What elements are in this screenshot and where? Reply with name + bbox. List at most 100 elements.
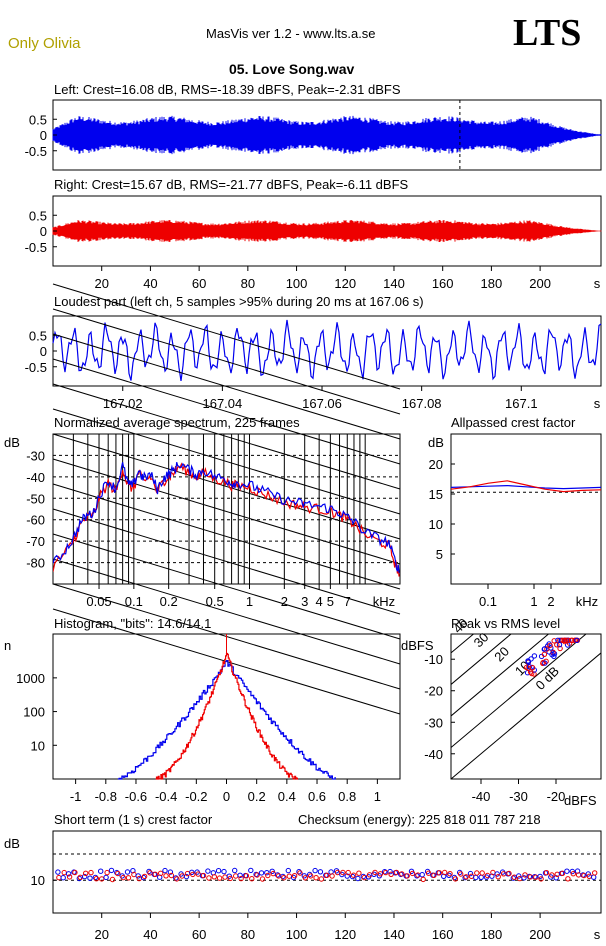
checksum-label: Checksum (energy): 225 818 011 787 218 bbox=[298, 812, 541, 827]
spectrum-ytick: -30 bbox=[26, 448, 45, 463]
stcrest-left-point bbox=[591, 874, 597, 880]
stcrest-right-point bbox=[399, 871, 405, 877]
stcrest-left-point bbox=[478, 874, 484, 880]
stcrest-right-point bbox=[120, 874, 126, 881]
spectrum-xtick: 0.1 bbox=[125, 594, 143, 609]
stcrest-right-point bbox=[313, 875, 319, 881]
spectrum-xtick: 0.2 bbox=[160, 594, 178, 609]
waveform-ytick: 0 bbox=[40, 128, 47, 143]
peakrms-xtick: -30 bbox=[509, 789, 528, 804]
stcrest-right-point bbox=[168, 872, 175, 879]
histogram-left-trace bbox=[117, 660, 336, 780]
stcrest-right-point bbox=[211, 874, 218, 880]
waveform-xtick: 120 bbox=[334, 276, 356, 291]
crest-title: Allpassed crest factor bbox=[451, 415, 576, 430]
stcrest-left-point bbox=[510, 875, 516, 881]
plot-layer: 0.50-0.50.50-0.520 40 60 80 100 120 140 160 180 2… bbox=[16, 99, 602, 942]
histogram-xtick: -0.4 bbox=[155, 789, 177, 804]
spectrum-xtick: 5 bbox=[327, 594, 334, 609]
loudest-xtick: 167.08 bbox=[402, 396, 442, 411]
crest-xtick: 2 bbox=[547, 594, 554, 609]
stcrest-right-point bbox=[115, 870, 121, 877]
stcrest-left-point bbox=[65, 871, 72, 877]
peakrms-point bbox=[557, 645, 563, 652]
stcrest-left-point bbox=[537, 873, 543, 880]
peakrms-ylabel: dBFS bbox=[401, 638, 434, 653]
stcrest-right-point bbox=[592, 870, 598, 876]
histogram-xtick: 0.4 bbox=[278, 789, 296, 804]
stcrest-right-point bbox=[442, 869, 448, 876]
crest-right-trace bbox=[450, 480, 602, 493]
waveform-xtick: 40 bbox=[143, 276, 157, 291]
stcrest-left-point bbox=[205, 868, 211, 874]
crest-xtick: 0.1 bbox=[479, 594, 497, 609]
stcrest-right-point bbox=[388, 871, 394, 877]
spectrum-ytick: -50 bbox=[26, 491, 45, 506]
crest-xtick-unit: kHz bbox=[576, 594, 598, 609]
histogram-xtick: 0.8 bbox=[338, 789, 356, 804]
peakrms-point bbox=[531, 653, 538, 659]
peakrms-point bbox=[525, 659, 532, 665]
peakrms-point bbox=[542, 660, 548, 666]
stcrest-left-point bbox=[355, 875, 361, 882]
stcrest-right-point bbox=[452, 876, 459, 882]
spectrum-left-trace bbox=[53, 462, 400, 573]
spectrum-xtick: 1 bbox=[246, 594, 253, 609]
histogram-xtick: -0.6 bbox=[125, 789, 147, 804]
spectrum-title: Normalized average spectrum, 225 frames bbox=[54, 415, 300, 430]
histogram-xtick: 0.2 bbox=[248, 789, 266, 804]
stcrest-right-point bbox=[302, 875, 308, 881]
stcrest-right-point bbox=[222, 874, 228, 880]
peakrms-point bbox=[556, 642, 563, 648]
stcrest-left-point bbox=[494, 871, 500, 877]
stcrest-right-point bbox=[420, 876, 426, 883]
stcrest-ytick: 10 bbox=[31, 873, 45, 888]
stcrest-left-point bbox=[108, 867, 115, 874]
peakrms-point bbox=[554, 642, 560, 648]
stcrest-right-point bbox=[152, 871, 159, 877]
stcrest-right-point bbox=[340, 869, 346, 876]
loudest-xtick: 167.04 bbox=[202, 396, 242, 411]
stcrest-left-point bbox=[103, 874, 109, 881]
peakrms-point bbox=[544, 646, 550, 652]
stcrest-xtick: 140 bbox=[383, 927, 405, 942]
spectrum-ytick: -70 bbox=[26, 534, 45, 549]
stcrest-left-point bbox=[553, 875, 559, 881]
histogram-xtick: -0.8 bbox=[95, 789, 117, 804]
stcrest-xtick: 160 bbox=[432, 927, 454, 942]
stcrest-right-point bbox=[72, 869, 78, 876]
stcrest-left-point bbox=[285, 867, 291, 874]
stcrest-left-point bbox=[140, 874, 147, 881]
app-title: MasVis ver 1.2 - www.lts.a.se bbox=[206, 26, 376, 41]
stcrest-right-point bbox=[88, 869, 94, 876]
peakrms-diagonal bbox=[451, 634, 550, 717]
stcrest-xtick: 200 bbox=[529, 927, 551, 942]
spectrum-slope-line bbox=[52, 433, 401, 540]
stcrest-right-point bbox=[474, 870, 480, 876]
spectrum-slope-line bbox=[52, 508, 401, 615]
peakrms-xtick: -40 bbox=[472, 789, 491, 804]
stcrest-left-point bbox=[382, 869, 388, 875]
stcrest-left-point bbox=[237, 872, 243, 878]
crest-xtick: 1 bbox=[530, 594, 537, 609]
histogram-xtick: -0.2 bbox=[185, 789, 207, 804]
stcrest-left-point bbox=[173, 875, 179, 881]
loudest-xtick-unit: s bbox=[594, 396, 601, 411]
stcrest-right-point bbox=[463, 874, 469, 880]
peakrms-point bbox=[551, 638, 557, 644]
spectrum-right-trace bbox=[53, 462, 400, 577]
stcrest-left-point bbox=[92, 874, 99, 881]
left-wave-title: Left: Crest=16.08 dB, RMS=-18.39 dBFS, P… bbox=[54, 82, 401, 97]
stcrest-frame bbox=[52, 830, 602, 914]
stcrest-xtick: 60 bbox=[192, 927, 206, 942]
waveform-trace bbox=[52, 220, 602, 242]
loudest-title: Loudest part (left ch, 5 samples >95% du… bbox=[54, 294, 424, 309]
waveform-xtick: 60 bbox=[192, 276, 206, 291]
peakrms-diag-label: 30 bbox=[471, 629, 492, 650]
crest-left-trace bbox=[450, 484, 602, 490]
stcrest-right-point bbox=[404, 873, 410, 879]
lts-logo: LTS bbox=[513, 12, 581, 54]
spectrum-xtick: 2 bbox=[281, 594, 288, 609]
histogram-right-trace bbox=[155, 652, 298, 780]
crest-ylabel: dB bbox=[428, 435, 444, 450]
